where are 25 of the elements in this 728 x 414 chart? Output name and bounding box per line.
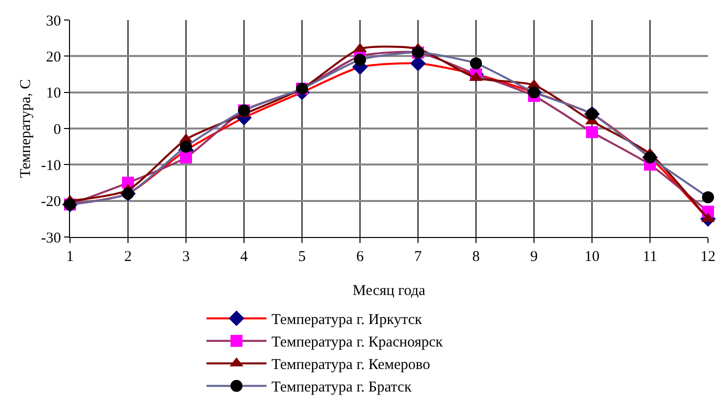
x-tick-label: 12 [700, 249, 716, 265]
legend-label: Температура г. Иркутск [272, 312, 423, 328]
x-tick-label: 3 [182, 249, 190, 265]
x-tick-label: 11 [642, 249, 658, 265]
legend-label: Температура г. Кемерово [272, 357, 430, 374]
y-tick-label: 20 [46, 49, 61, 66]
y-tick-label: -30 [41, 230, 61, 246]
x-tick-label: 10 [584, 249, 600, 265]
y-axis-title: Температура, С [18, 79, 34, 178]
x-tick-label: 4 [240, 249, 248, 265]
x-tick-label: 9 [530, 249, 538, 265]
legend-label: Температура г. Красноярск [272, 334, 444, 351]
legend-label: Температура г. Братск [272, 380, 412, 396]
y-tick-label: -20 [41, 194, 61, 210]
x-tick-label: 2 [124, 249, 132, 265]
x-tick-label: 6 [356, 249, 364, 265]
y-tick-label: 10 [46, 86, 61, 102]
x-tick-label: 1 [66, 249, 74, 265]
y-tick-label: -10 [41, 158, 61, 174]
x-tick-label: 8 [472, 249, 480, 265]
x-axis-title: Месяц года [352, 283, 426, 299]
y-tick-label: 30 [46, 13, 61, 30]
x-tick-label: 7 [414, 249, 422, 265]
x-tick-label: 5 [298, 249, 306, 265]
y-tick-label: 0 [54, 122, 61, 138]
